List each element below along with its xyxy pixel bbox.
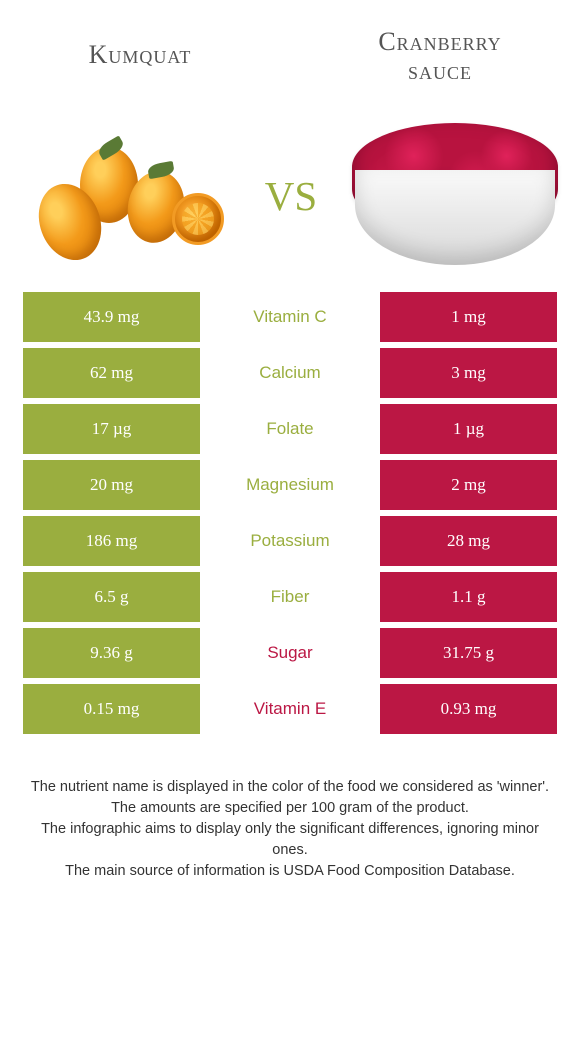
kumquat-image [20, 115, 230, 265]
value-left: 20 mg [20, 457, 200, 513]
nutrient-label: Vitamin E [200, 681, 380, 737]
cranberry-image [350, 115, 560, 265]
value-left: 6.5 g [20, 569, 200, 625]
nutrient-label: Fiber [200, 569, 380, 625]
food-title-left: Kumquat [40, 28, 240, 70]
vs-label: vs [265, 157, 315, 224]
title-row: Kumquat Cranberrysauce [20, 28, 560, 85]
images-row: vs [20, 115, 560, 265]
nutrient-label: Folate [200, 401, 380, 457]
footer-line: The main source of information is USDA F… [26, 861, 554, 882]
nutrient-label: Potassium [200, 513, 380, 569]
table-row: 20 mgMagnesium2 mg [20, 457, 560, 513]
food-title-right: Cranberrysauce [340, 28, 540, 85]
nutrient-label: Sugar [200, 625, 380, 681]
value-right: 1 mg [380, 289, 560, 345]
value-right: 1.1 g [380, 569, 560, 625]
footer-notes: The nutrient name is displayed in the co… [20, 777, 560, 882]
value-left: 186 mg [20, 513, 200, 569]
nutrient-label: Vitamin C [200, 289, 380, 345]
table-row: 17 µgFolate1 µg [20, 401, 560, 457]
table-row: 43.9 mgVitamin C1 mg [20, 289, 560, 345]
value-left: 62 mg [20, 345, 200, 401]
table-row: 0.15 mgVitamin E0.93 mg [20, 681, 560, 737]
value-right: 2 mg [380, 457, 560, 513]
footer-line: The infographic aims to display only the… [26, 819, 554, 861]
value-right: 1 µg [380, 401, 560, 457]
footer-line: The amounts are specified per 100 gram o… [26, 798, 554, 819]
value-right: 31.75 g [380, 625, 560, 681]
value-left: 0.15 mg [20, 681, 200, 737]
value-left: 43.9 mg [20, 289, 200, 345]
value-right: 28 mg [380, 513, 560, 569]
nutrient-label: Magnesium [200, 457, 380, 513]
table-row: 186 mgPotassium28 mg [20, 513, 560, 569]
value-right: 0.93 mg [380, 681, 560, 737]
comparison-table: 43.9 mgVitamin C1 mg62 mgCalcium3 mg17 µ… [20, 289, 560, 737]
table-row: 62 mgCalcium3 mg [20, 345, 560, 401]
table-row: 6.5 gFiber1.1 g [20, 569, 560, 625]
value-right: 3 mg [380, 345, 560, 401]
nutrient-label: Calcium [200, 345, 380, 401]
footer-line: The nutrient name is displayed in the co… [26, 777, 554, 798]
value-left: 17 µg [20, 401, 200, 457]
table-row: 9.36 gSugar31.75 g [20, 625, 560, 681]
value-left: 9.36 g [20, 625, 200, 681]
